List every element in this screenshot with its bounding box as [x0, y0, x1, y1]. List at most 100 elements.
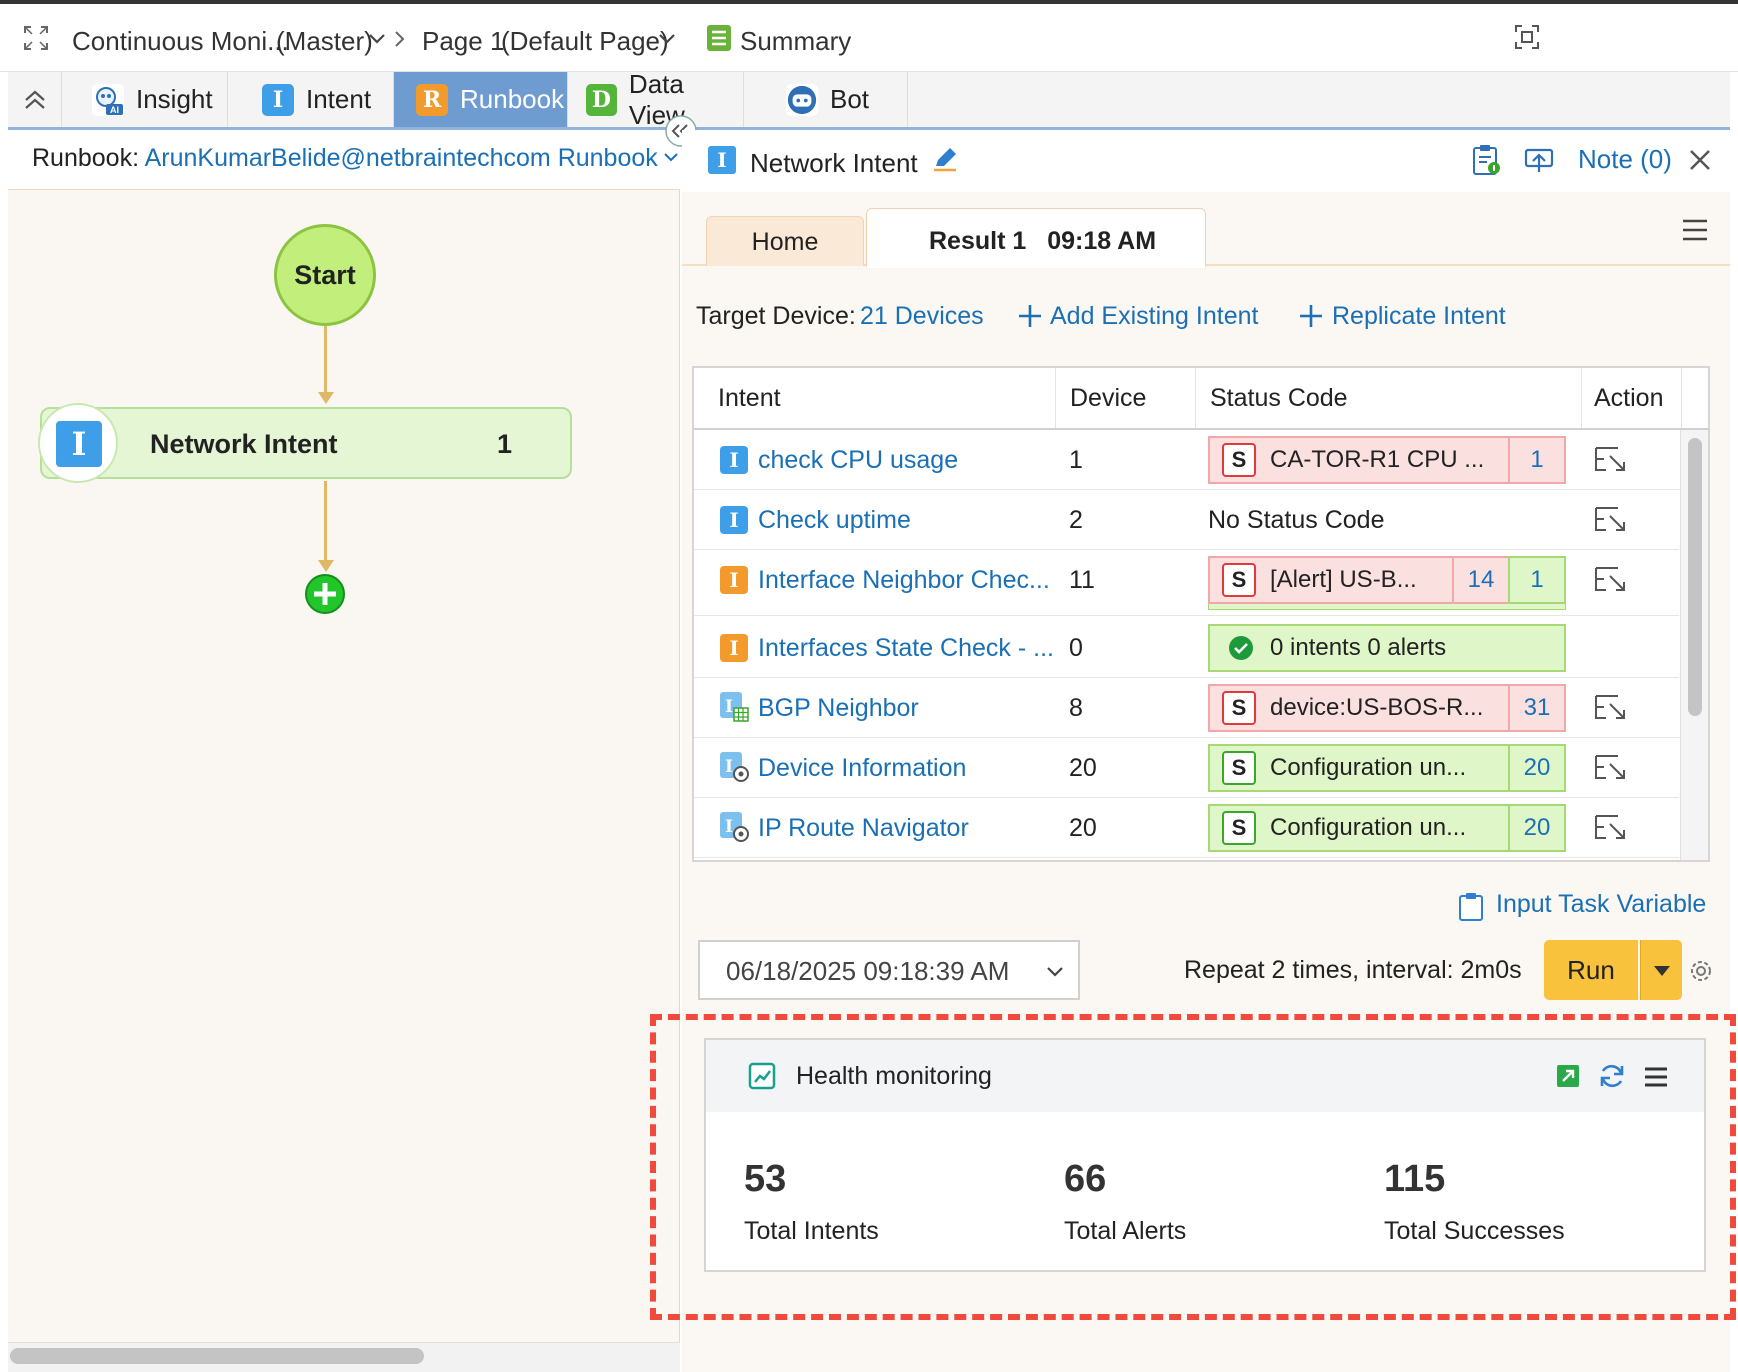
run-dropdown-button[interactable] — [1640, 940, 1682, 1000]
svg-text:I: I — [725, 697, 733, 717]
open-action-icon[interactable] — [1594, 752, 1628, 782]
add-node-icon[interactable] — [304, 573, 346, 615]
device-count: 8 — [1069, 694, 1083, 722]
settings-gear-icon[interactable] — [1688, 958, 1714, 984]
status-code-cell[interactable]: S [Alert] US-B... — [1208, 556, 1454, 604]
intent-name-link[interactable]: Interfaces State Check - ... — [758, 634, 1054, 662]
table-row[interactable]: I IP Route Navigator 20 S Configuration … — [694, 798, 1679, 858]
map-tag[interactable]: (Master) — [276, 26, 373, 56]
table-row[interactable]: I Interfaces State Check - ... 0 0 inten… — [694, 618, 1679, 678]
column-header-status-code[interactable]: Status Code — [1196, 368, 1582, 428]
page-name[interactable]: Page 1 — [422, 26, 505, 56]
fullscreen-icon[interactable] — [1514, 24, 1540, 50]
page-tag[interactable]: (Default Page) — [501, 26, 669, 56]
status-code-cell[interactable]: S CA-TOR-R1 CPU ... — [1208, 436, 1510, 484]
status-code-cell[interactable]: 0 intents 0 alerts — [1208, 624, 1566, 672]
chevron-down-icon[interactable] — [368, 32, 386, 46]
column-header-intent[interactable]: Intent — [694, 368, 1056, 428]
edit-pencil-icon[interactable] — [932, 146, 958, 172]
tab-result[interactable]: Result 1 09:18 AM — [866, 208, 1206, 268]
tab-home[interactable]: Home — [706, 216, 864, 266]
target-device-link[interactable]: 21 Devices — [860, 302, 984, 330]
intent-name-link[interactable]: BGP Neighbor — [758, 694, 919, 722]
stat-value: 66 — [1064, 1158, 1107, 1200]
table-row[interactable]: I Interface Neighbor Chec... 11 S [Alert… — [694, 550, 1679, 616]
stat-label: Total Alerts — [1064, 1217, 1187, 1245]
intent-name-link[interactable]: Interface Neighbor Chec... — [758, 566, 1050, 594]
plus-icon[interactable] — [1018, 304, 1042, 328]
panel-tab-strip — [682, 192, 1730, 266]
status-count[interactable]: 1 — [1508, 556, 1566, 604]
open-action-icon[interactable] — [1594, 564, 1628, 594]
status-code-cell[interactable]: S device:US-BOS-R... — [1208, 684, 1510, 732]
runbook-canvas[interactable] — [8, 130, 680, 1372]
table-row[interactable]: I BGP Neighbor 8 S device:US-BOS-R... 31 — [694, 678, 1679, 738]
close-icon[interactable] — [1688, 148, 1712, 172]
intent-i-icon: I — [720, 446, 748, 474]
datetime-select[interactable]: 06/18/2025 09:18:39 AM — [698, 940, 1080, 1000]
status-text: 0 intents 0 alerts — [1270, 634, 1447, 661]
note-link[interactable]: Note (0) — [1578, 144, 1672, 174]
clipboard-info-icon[interactable] — [1472, 144, 1502, 176]
column-header-action[interactable]: Action — [1582, 368, 1682, 428]
open-action-icon[interactable] — [1594, 444, 1628, 474]
start-node[interactable]: Start — [274, 224, 376, 326]
plus-icon[interactable] — [1299, 304, 1323, 328]
open-action-icon[interactable] — [1594, 812, 1628, 842]
run-button[interactable]: Run — [1544, 940, 1638, 1000]
status-count[interactable]: 31 — [1508, 684, 1566, 732]
chevron-down-icon[interactable] — [664, 152, 678, 164]
summary-icon[interactable] — [706, 24, 732, 52]
status-count[interactable]: 20 — [1508, 744, 1566, 792]
open-action-icon[interactable] — [1594, 504, 1628, 534]
runbook-name[interactable]: ArunKumarBelide@netbraintechcom Runbook — [144, 144, 658, 172]
vertical-scrollbar-thumb[interactable] — [1688, 438, 1702, 716]
tab-runbook[interactable]: R Runbook — [394, 72, 568, 127]
intent-name-link[interactable]: IP Route Navigator — [758, 814, 969, 842]
tab-data-view[interactable]: D Data View — [568, 69, 744, 130]
tab-data-view-label: Data View — [628, 68, 685, 130]
collapse-tabs-button[interactable] — [8, 72, 62, 127]
widget-menu-icon[interactable] — [1644, 1066, 1668, 1088]
intent-name-link[interactable]: Device Information — [758, 754, 967, 782]
horizontal-scrollbar-thumb[interactable] — [10, 1348, 424, 1364]
share-icon[interactable] — [1524, 146, 1554, 174]
intent-table: Intent Device Status Code Action I check… — [692, 366, 1710, 862]
chevron-down-icon[interactable] — [658, 32, 676, 46]
table-row[interactable]: I Check uptime 2 No Status Code — [694, 490, 1679, 550]
map-name[interactable]: Continuous Moni... — [72, 26, 289, 56]
status-code-cell[interactable]: S Configuration un... — [1208, 744, 1510, 792]
open-external-icon[interactable] — [1556, 1064, 1580, 1088]
widget-title: Health monitoring — [796, 1062, 992, 1090]
clipboard-icon[interactable] — [1458, 892, 1484, 922]
status-count[interactable]: 1 — [1508, 436, 1566, 484]
input-task-variable-link[interactable]: Input Task Variable — [1496, 890, 1707, 918]
tab-runbook-label: Runbook — [460, 84, 565, 114]
network-intent-node[interactable]: Network Intent 1 — [40, 407, 572, 479]
status-count[interactable]: 20 — [1508, 804, 1566, 852]
status-count[interactable]: 14 — [1452, 556, 1510, 604]
panel-header: I Network Intent Note (0) — [682, 130, 1730, 192]
status-code-cell[interactable]: S Configuration un... — [1208, 804, 1510, 852]
expand-icon[interactable] — [22, 24, 50, 52]
runbook-selector[interactable]: Runbook: ArunKumarBelide@netbraintechcom… — [8, 130, 680, 190]
device-count: 0 — [1069, 634, 1083, 662]
add-existing-intent-link[interactable]: Add Existing Intent — [1050, 302, 1259, 330]
replicate-intent-link[interactable]: Replicate Intent — [1332, 302, 1506, 330]
status-text: CA-TOR-R1 CPU ... — [1270, 446, 1485, 473]
column-header-device[interactable]: Device — [1056, 368, 1196, 428]
runbook-label: Runbook: — [32, 144, 140, 172]
hamburger-menu-icon[interactable] — [1682, 218, 1708, 242]
tab-result-label: Result 1 — [929, 227, 1027, 255]
refresh-icon[interactable] — [1598, 1062, 1626, 1090]
tab-bot[interactable]: Bot — [744, 72, 908, 127]
summary-link[interactable]: Summary — [740, 26, 852, 56]
table-row[interactable]: I Device Information 20 S Configuration … — [694, 738, 1679, 798]
tab-intent[interactable]: I Intent — [228, 72, 394, 127]
table-row[interactable]: I check CPU usage 1 S CA-TOR-R1 CPU ... … — [694, 430, 1679, 490]
svg-text:AI: AI — [110, 105, 119, 115]
open-action-icon[interactable] — [1594, 692, 1628, 722]
intent-name-link[interactable]: check CPU usage — [758, 446, 959, 474]
tab-insight[interactable]: AI Insight — [62, 72, 228, 127]
intent-name-link[interactable]: Check uptime — [758, 506, 911, 534]
